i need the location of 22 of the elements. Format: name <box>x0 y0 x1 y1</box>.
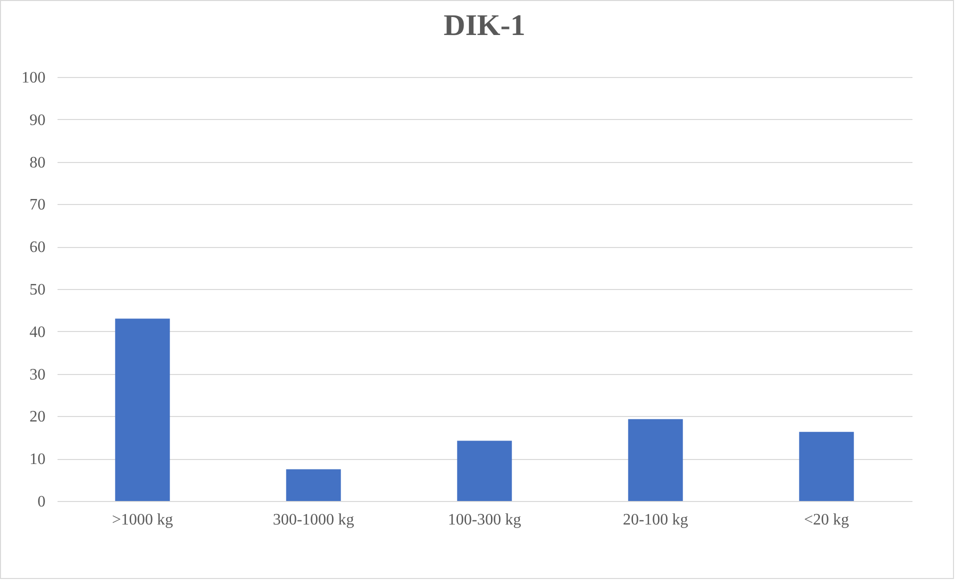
bar <box>457 440 512 501</box>
x-tick-label: >1000 kg <box>112 512 174 528</box>
x-tick-label: 100-300 kg <box>448 512 522 528</box>
y-tick-label: 60 <box>30 239 46 256</box>
y-tick-label: 100 <box>22 70 46 86</box>
y-tick-label: 0 <box>38 494 46 510</box>
y-tick-label: 50 <box>30 282 46 298</box>
bar <box>115 318 170 501</box>
bar <box>628 419 683 501</box>
y-tick-label: 40 <box>30 324 46 341</box>
y-tick-label: 30 <box>30 366 46 384</box>
y-tick-label: 70 <box>30 196 46 214</box>
chart-title: DIK-1 <box>444 9 526 42</box>
y-tick-label: 80 <box>30 154 46 172</box>
x-tick-label: <20 kg <box>804 512 850 528</box>
y-tick-label: 90 <box>30 112 46 129</box>
y-tick-label: 20 <box>30 408 46 426</box>
x-tick-label: 20-100 kg <box>622 512 688 528</box>
bar <box>799 432 854 501</box>
bar <box>286 469 341 501</box>
y-tick-label: 10 <box>30 451 46 468</box>
x-tick-label: 300-1000 kg <box>272 512 354 528</box>
